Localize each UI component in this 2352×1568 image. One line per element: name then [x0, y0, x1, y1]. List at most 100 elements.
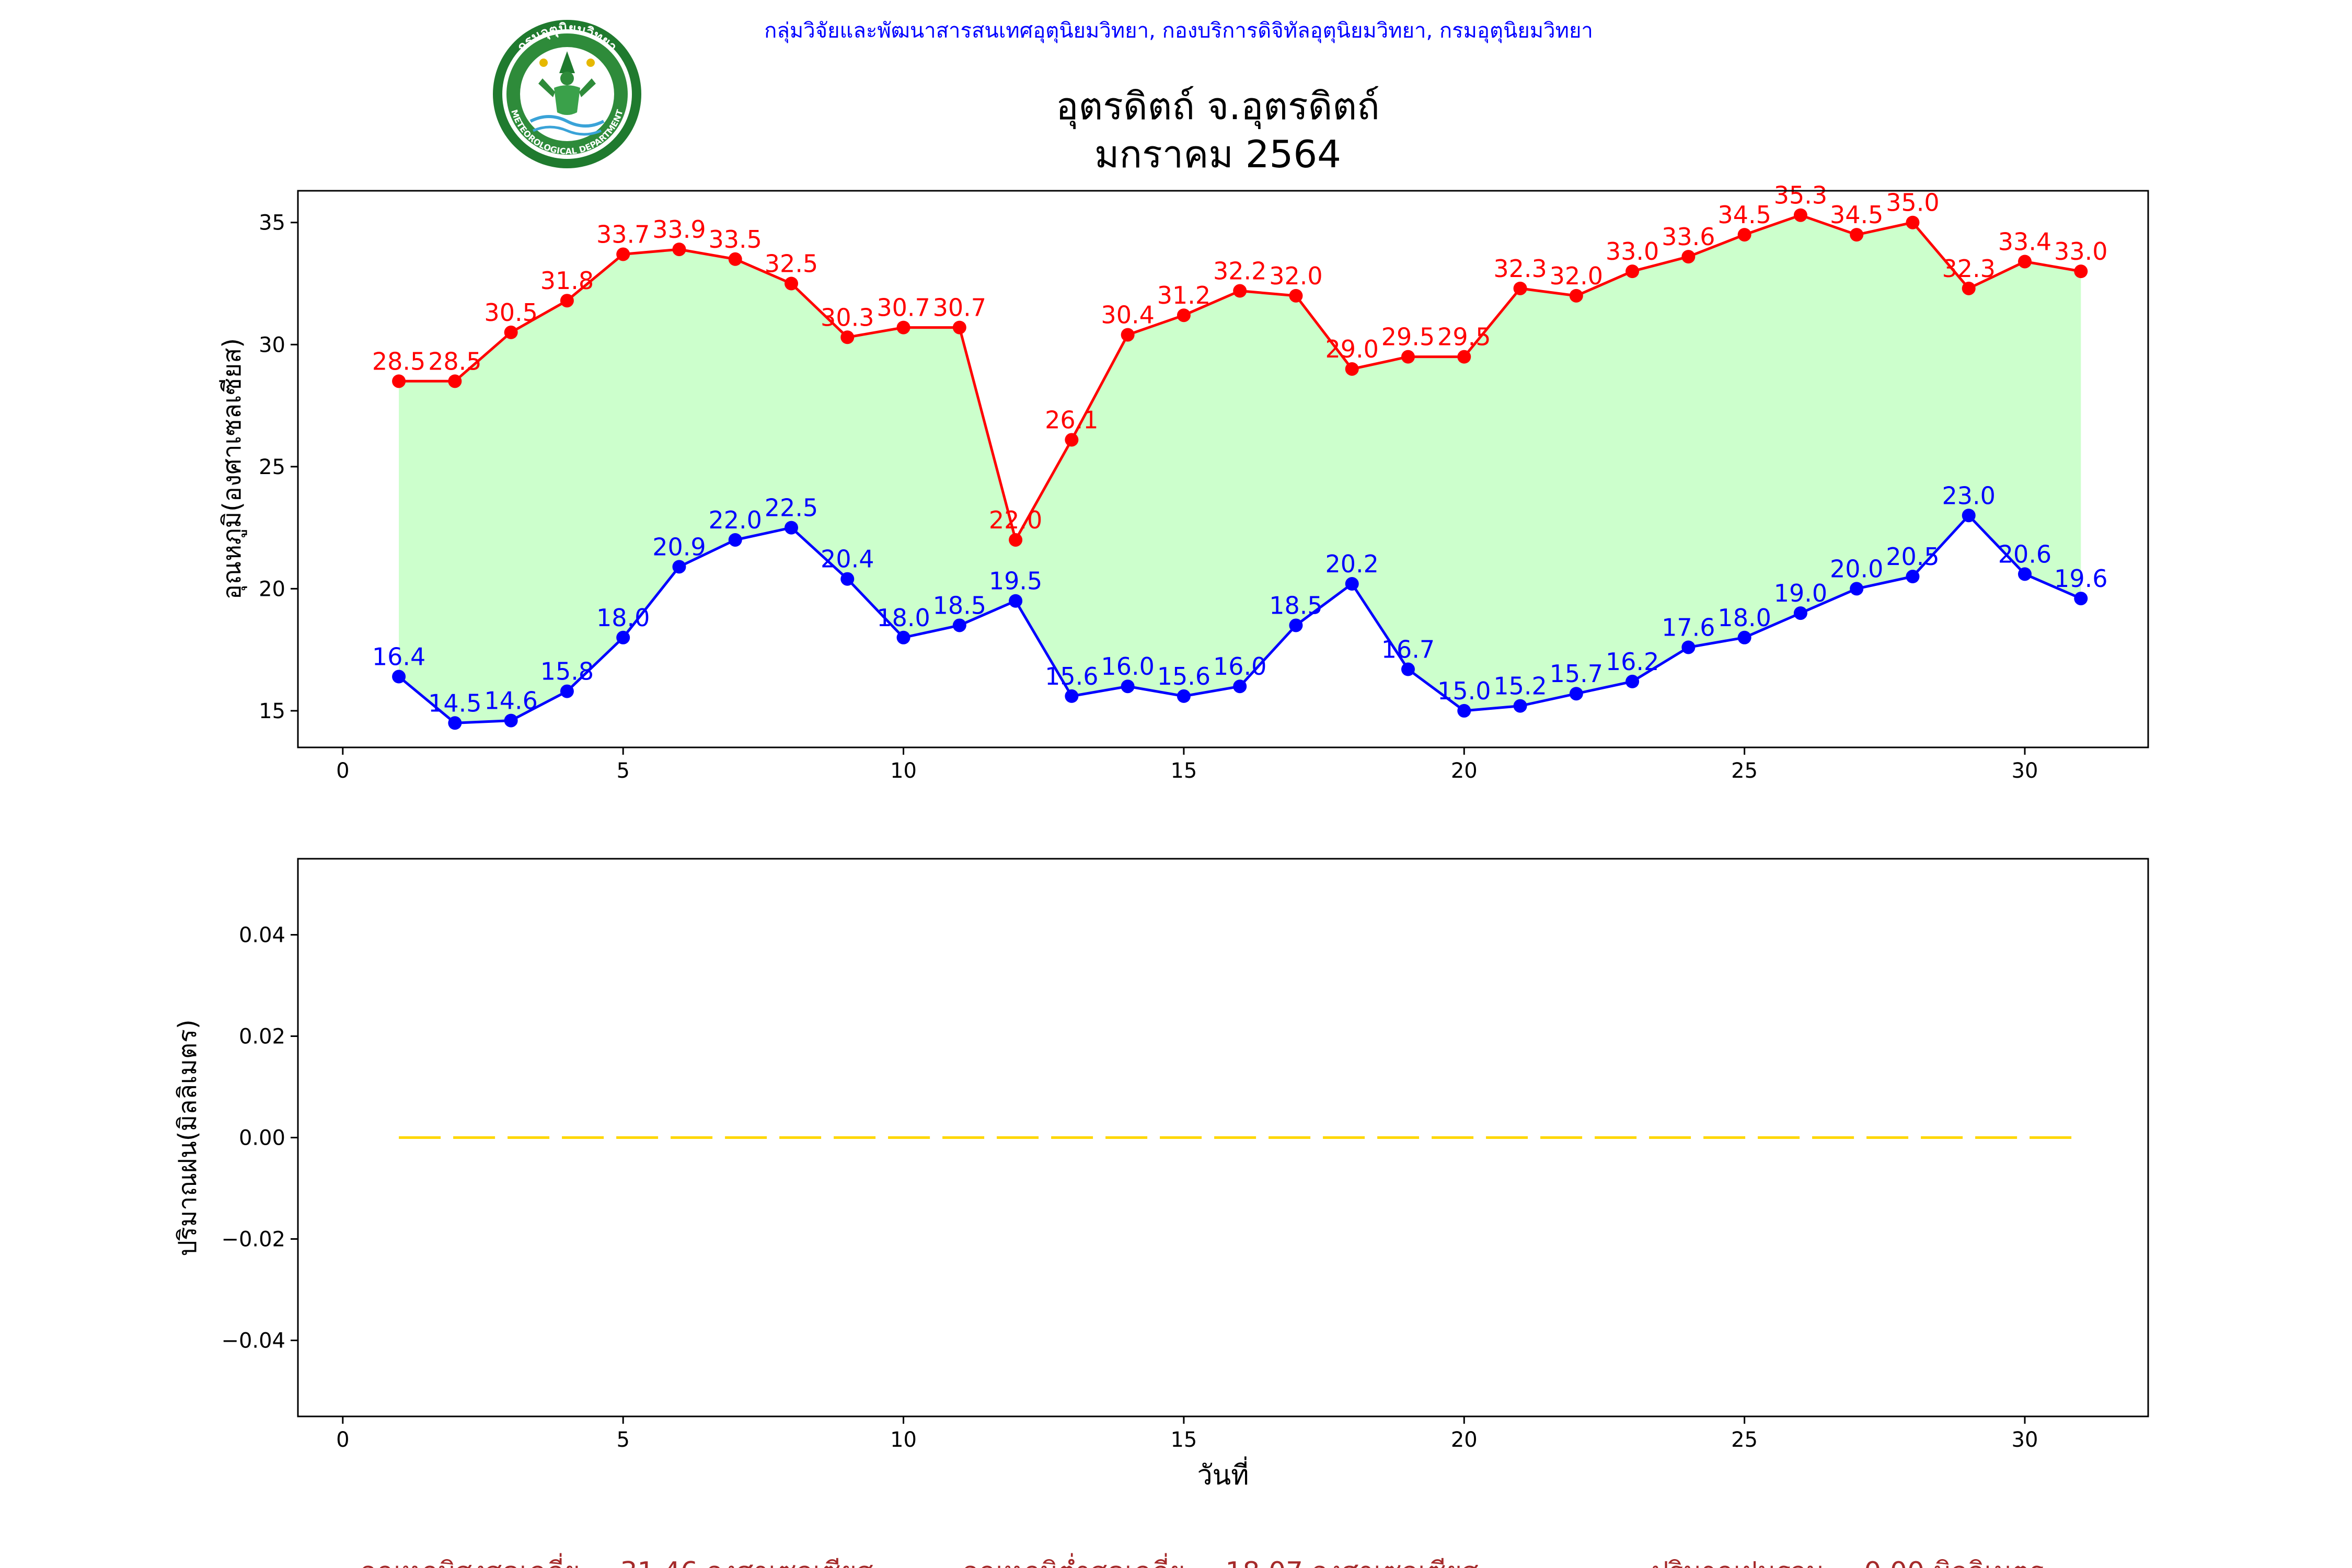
max-temperature-label: 31.8 — [540, 267, 594, 295]
max-temperature-point — [1962, 281, 1976, 295]
max-temperature-label: 33.4 — [1998, 227, 2051, 256]
min-temperature-label: 15.6 — [1157, 662, 1210, 690]
x-tick-label: 5 — [616, 759, 629, 783]
y-tick-label: 30 — [259, 333, 285, 357]
department-logo: กรมอุตุนิยมวิทยา METEOROLOGICAL DEPARTME… — [493, 20, 641, 168]
temperature-data-labels: 28.5 28.530.531.833.7 33.9 33.532.530.3 30.7… — [372, 181, 2108, 718]
max-temperature-label: 32.5 — [765, 250, 818, 278]
temperature-range-fill — [399, 215, 2081, 723]
min-temperature-point — [504, 713, 518, 728]
max-temperature-point — [560, 294, 574, 308]
x-tick-label: 15 — [1170, 1428, 1197, 1452]
min-temperature-point — [896, 630, 910, 644]
rainfall-y-ticks: 0.04 0.02 0.00 −0.02 −0.04 — [221, 924, 298, 1353]
max-temperature-point — [1513, 281, 1527, 295]
max-temperature-label: 30.7 — [877, 294, 930, 322]
min-temperature-point — [728, 533, 742, 547]
max-temperature-label: 34.5 — [1717, 201, 1771, 229]
max-temperature-label: 29.0 — [1325, 335, 1379, 363]
min-temperature-point — [1513, 699, 1527, 713]
max-temperature-label: 33.0 — [1606, 237, 1659, 266]
min-temperature-point — [1906, 570, 1920, 584]
max-temperature-label: 32.3 — [1942, 255, 1996, 283]
min-temperature-label: 16.0 — [1101, 652, 1154, 681]
min-temperature-label: 15.2 — [1493, 672, 1547, 700]
rainfall-y-axis-label: ปริมาณฝน(มิลลิเมตร) — [173, 1019, 202, 1256]
min-temperature-point — [1681, 640, 1696, 654]
x-tick-label: 0 — [336, 759, 349, 783]
max-temperature-point — [504, 325, 518, 339]
min-temperature-point — [2074, 592, 2088, 606]
min-temperature-point — [1569, 687, 1583, 701]
max-temperature-label: 33.0 — [2054, 237, 2107, 266]
min-temperature-label: 16.7 — [1381, 636, 1435, 664]
x-tick-label: 20 — [1451, 759, 1478, 783]
max-temperature-label: 32.0 — [1550, 262, 1603, 290]
min-temperature-point — [616, 630, 630, 644]
x-tick-label: 20 — [1451, 1428, 1478, 1452]
min-temperature-point — [1233, 679, 1247, 694]
rainfall-x-ticks: 0 5 10 15 20 25 30 — [336, 1416, 2038, 1452]
max-temperature-point — [1569, 289, 1583, 303]
min-temperature-label: 19.5 — [989, 567, 1042, 595]
y-tick-label: 15 — [259, 699, 285, 723]
max-temperature-point — [1233, 284, 1247, 298]
deity-emblem-icon — [529, 51, 605, 136]
max-temperature-label: 28.5 — [372, 347, 425, 375]
min-temperature-point — [1793, 606, 1807, 620]
x-tick-label: 30 — [2012, 1428, 2038, 1452]
max-temperature-point — [2018, 255, 2032, 269]
max-temperature-point — [392, 374, 406, 388]
min-temperature-point — [560, 684, 574, 698]
max-temperature-label: 29.5 — [1381, 323, 1435, 351]
min-temperature-label: 15.7 — [1550, 660, 1603, 688]
min-temperature-label: 18.5 — [1269, 591, 1322, 619]
max-temperature-label: 26.1 — [1045, 406, 1098, 434]
max-temperature-point — [2074, 264, 2088, 279]
max-temperature-label: 30.4 — [1101, 301, 1154, 329]
min-temperature-label: 14.6 — [484, 687, 537, 715]
min-temperature-point — [1625, 674, 1640, 688]
min-temperature-label: 18.0 — [1717, 604, 1771, 632]
max-temperature-label: 35.0 — [1886, 189, 1939, 217]
max-temperature-point — [1681, 250, 1696, 264]
max-temperature-label: 32.3 — [1493, 255, 1547, 283]
max-temperature-point — [1289, 289, 1303, 303]
min-temperature-point — [952, 618, 966, 632]
x-tick-label: 10 — [890, 1428, 917, 1452]
max-temperature-point — [896, 320, 910, 335]
max-min-range-area — [399, 215, 2081, 723]
max-temperature-label: 33.5 — [709, 225, 762, 253]
max-temperature-label: 28.5 — [428, 347, 481, 375]
max-temperature-point — [1009, 533, 1023, 547]
min-temperature-point — [1850, 582, 1864, 596]
min-temperature-label: 15.8 — [540, 658, 594, 686]
min-temperature-label: 20.5 — [1886, 543, 1939, 571]
min-temperature-label: 18.0 — [877, 604, 930, 632]
y-tick-label: 0.04 — [239, 924, 285, 948]
max-temperature-label: 30.7 — [933, 294, 986, 322]
y-tick-label: −0.02 — [221, 1228, 285, 1252]
max-temperature-point — [1625, 264, 1640, 279]
y-tick-label: 20 — [259, 577, 285, 601]
max-temperature-label: 22.0 — [989, 506, 1042, 534]
min-temperature-label: 15.6 — [1045, 662, 1098, 690]
max-temperature-point — [616, 247, 630, 261]
temperature-chart: 28.5 28.530.531.833.7 33.9 33.532.530.3 30.7… — [217, 181, 2149, 783]
temperature-points — [392, 208, 2088, 730]
min-temperature-point — [1009, 594, 1023, 608]
min-temperature-point — [392, 670, 406, 684]
min-temperature-point — [1121, 679, 1135, 694]
max-temperature-point — [1793, 208, 1807, 222]
x-tick-label: 10 — [890, 759, 917, 783]
max-temperature-label: 33.9 — [652, 215, 706, 244]
y-tick-label: 35 — [259, 211, 285, 235]
temperature-y-ticks: 15 20 25 30 35 — [259, 211, 298, 723]
min-temperature-point — [1065, 689, 1079, 703]
min-temperature-label: 20.9 — [652, 533, 706, 561]
min-temperature-point — [840, 572, 855, 586]
min-temperature-point — [1737, 630, 1751, 644]
min-temperature-label: 22.0 — [709, 506, 762, 534]
temperature-plot-frame — [297, 190, 2149, 748]
